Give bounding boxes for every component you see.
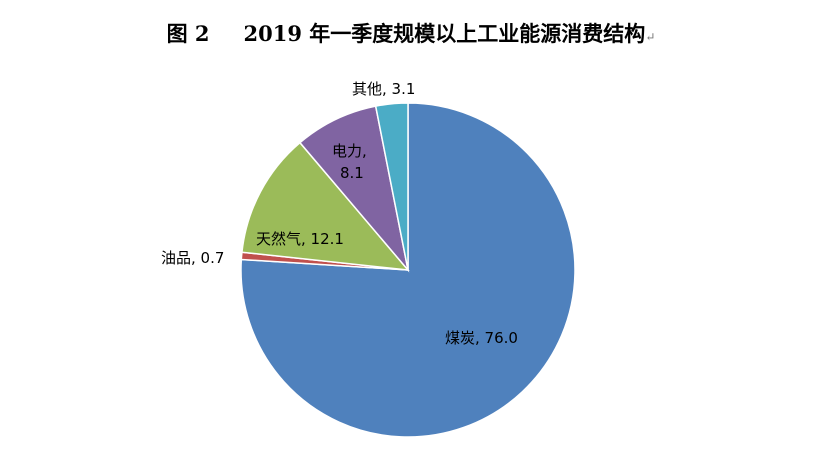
label-natural-gas: 天然气, 12.1 xyxy=(256,230,344,248)
figure-number: 图 2 xyxy=(166,21,210,46)
slice-other xyxy=(374,102,409,271)
label-other: 其他, 3.1 xyxy=(352,80,415,98)
label-electricity-value: 8.1 xyxy=(340,164,364,182)
title-text: 2019 年一季度规模以上工业能源消费结构 xyxy=(243,21,646,46)
label-oil: 油品, 0.7 xyxy=(161,249,224,267)
pie-slices xyxy=(240,102,576,438)
label-electricity-name: 电力, xyxy=(332,142,367,160)
slice-coal xyxy=(240,102,576,438)
return-mark: ↵ xyxy=(645,30,656,44)
label-coal: 煤炭, 76.0 xyxy=(445,329,518,347)
slice-natural-gas xyxy=(241,141,410,271)
chart-title: 图 2 2019 年一季度规模以上工业能源消费结构↵ xyxy=(0,18,822,48)
